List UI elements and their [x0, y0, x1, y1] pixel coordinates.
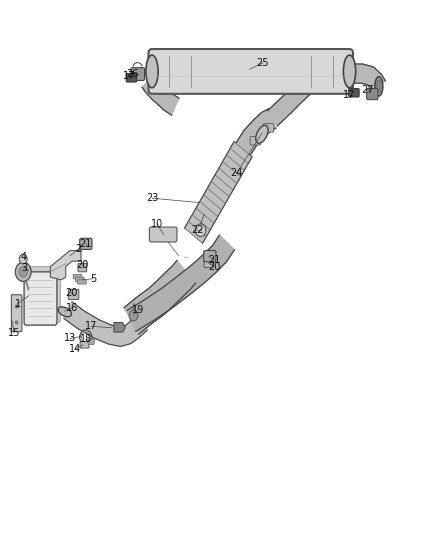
- Text: 15: 15: [8, 328, 20, 337]
- Text: 14: 14: [69, 344, 81, 353]
- Text: 17: 17: [123, 71, 135, 80]
- Circle shape: [129, 310, 138, 321]
- Text: 23: 23: [146, 193, 159, 203]
- Text: 20: 20: [65, 288, 77, 298]
- Polygon shape: [268, 77, 313, 126]
- FancyBboxPatch shape: [148, 49, 353, 94]
- Text: 10: 10: [151, 219, 163, 229]
- Polygon shape: [142, 75, 179, 115]
- Text: 2: 2: [76, 244, 82, 254]
- Ellipse shape: [375, 77, 383, 96]
- Ellipse shape: [256, 125, 268, 143]
- Text: 22: 22: [191, 225, 203, 235]
- Text: 19: 19: [132, 305, 144, 315]
- FancyBboxPatch shape: [73, 274, 82, 279]
- Polygon shape: [355, 64, 385, 92]
- FancyBboxPatch shape: [26, 266, 60, 322]
- Ellipse shape: [377, 79, 381, 93]
- Polygon shape: [114, 322, 125, 332]
- Polygon shape: [184, 142, 252, 243]
- Text: 20: 20: [76, 260, 88, 270]
- FancyBboxPatch shape: [24, 272, 57, 325]
- Text: 4: 4: [21, 252, 27, 262]
- Polygon shape: [236, 109, 276, 156]
- Ellipse shape: [343, 55, 356, 88]
- Circle shape: [15, 262, 31, 281]
- FancyBboxPatch shape: [78, 280, 86, 284]
- Polygon shape: [64, 302, 147, 346]
- FancyBboxPatch shape: [75, 277, 84, 281]
- Circle shape: [195, 224, 206, 237]
- FancyBboxPatch shape: [126, 74, 137, 82]
- FancyBboxPatch shape: [204, 259, 213, 268]
- Text: 26: 26: [126, 69, 138, 78]
- Polygon shape: [127, 235, 234, 332]
- FancyBboxPatch shape: [80, 238, 92, 249]
- Text: 16: 16: [66, 303, 78, 313]
- Text: 18: 18: [80, 334, 92, 344]
- Text: 17: 17: [343, 90, 355, 100]
- FancyBboxPatch shape: [149, 227, 177, 242]
- Text: 24: 24: [230, 168, 243, 178]
- FancyBboxPatch shape: [263, 124, 274, 132]
- Text: 17: 17: [85, 321, 97, 331]
- FancyBboxPatch shape: [204, 251, 216, 262]
- Text: 21: 21: [208, 255, 221, 264]
- Text: 3: 3: [21, 263, 27, 272]
- FancyBboxPatch shape: [88, 339, 94, 344]
- Polygon shape: [124, 261, 195, 334]
- Text: 5: 5: [90, 274, 96, 284]
- Ellipse shape: [58, 307, 71, 317]
- FancyBboxPatch shape: [250, 136, 261, 145]
- Text: 21: 21: [80, 239, 92, 248]
- Circle shape: [19, 254, 27, 264]
- Text: 25: 25: [257, 58, 269, 68]
- FancyBboxPatch shape: [68, 289, 79, 300]
- Text: 27: 27: [362, 85, 374, 94]
- FancyBboxPatch shape: [131, 68, 145, 80]
- FancyBboxPatch shape: [367, 88, 378, 100]
- Text: 1: 1: [14, 299, 21, 309]
- Circle shape: [15, 305, 18, 308]
- FancyBboxPatch shape: [78, 263, 87, 272]
- Text: 20: 20: [208, 262, 221, 271]
- FancyBboxPatch shape: [80, 342, 89, 348]
- Polygon shape: [50, 251, 81, 280]
- Circle shape: [15, 321, 18, 324]
- Ellipse shape: [146, 55, 158, 88]
- Text: 13: 13: [64, 334, 76, 343]
- FancyBboxPatch shape: [11, 295, 22, 332]
- FancyBboxPatch shape: [349, 88, 359, 97]
- Circle shape: [19, 266, 28, 277]
